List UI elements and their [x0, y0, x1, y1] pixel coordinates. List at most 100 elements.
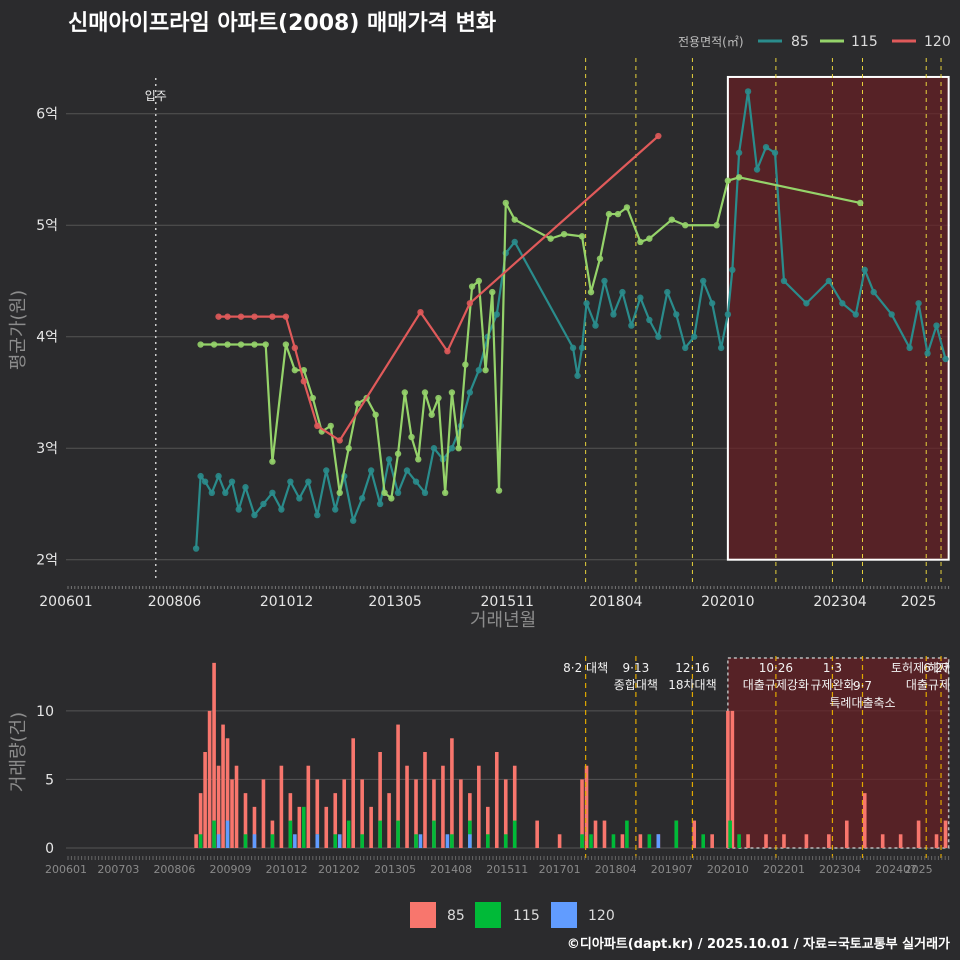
- price-point-115: [327, 422, 334, 430]
- price-point-115: [502, 199, 509, 207]
- price-point-85: [403, 467, 411, 474]
- volume-x-tick-label: 200909: [210, 863, 252, 876]
- policy-annotation: 1·3: [823, 661, 842, 675]
- price-point-85: [646, 316, 653, 324]
- volume-bar-85: [580, 779, 584, 848]
- price-x-tick-label: 202010: [701, 594, 754, 610]
- volume-bar-115: [432, 820, 436, 848]
- price-point-85: [628, 322, 635, 329]
- volume-bar-85: [351, 738, 355, 848]
- volume-bar-85: [360, 779, 364, 848]
- price-point-85: [260, 500, 267, 508]
- price-point-115: [462, 361, 469, 368]
- volume-bar-85: [503, 779, 508, 848]
- volume-bar-85: [378, 752, 382, 848]
- volume-bar-85: [726, 710, 730, 848]
- policy-annotation: 9·13: [623, 661, 650, 675]
- volume-bar-85: [297, 806, 302, 848]
- price-x-tick-label: 202304: [813, 594, 867, 610]
- volume-bar-85: [764, 834, 768, 848]
- volume-bar-85: [710, 834, 714, 848]
- price-point-85: [569, 344, 577, 352]
- price-point-115: [623, 204, 631, 211]
- price-point-85: [852, 311, 859, 318]
- price-y-axis-title: 평균가(원): [8, 290, 29, 370]
- price-point-85: [296, 495, 303, 502]
- price-point-115: [354, 400, 361, 407]
- price-point-85: [349, 517, 357, 524]
- price-point-115: [578, 233, 586, 240]
- volume-y-axis-title: 거래량(건): [8, 712, 29, 792]
- price-point-85: [251, 511, 258, 519]
- price-point-85: [269, 489, 276, 497]
- volume-bar-85: [243, 793, 248, 848]
- volume-bar-85: [342, 779, 347, 848]
- price-point-115: [388, 495, 395, 502]
- volume-x-tick-label: 200806: [153, 863, 195, 876]
- volume-bar-85: [898, 834, 903, 848]
- volume-x-tick-label: 201305: [374, 863, 416, 876]
- volume-bar-115: [486, 834, 490, 848]
- volume-bar-85: [584, 765, 589, 848]
- price-x-tick-label: 200601: [39, 594, 92, 610]
- price-point-115: [415, 456, 422, 463]
- price-point-85: [803, 300, 810, 307]
- price-point-115: [489, 288, 496, 296]
- volume-x-tick-label: 202010: [707, 863, 749, 876]
- volume-bar-115: [580, 834, 584, 848]
- volume-bar-115: [243, 834, 248, 848]
- volume-bar-85: [880, 834, 885, 848]
- volume-bar-115: [589, 834, 593, 848]
- volume-bar-85: [459, 779, 463, 848]
- price-point-85: [592, 322, 599, 329]
- price-point-115: [724, 177, 732, 184]
- volume-y-tick-label: 10: [36, 704, 54, 720]
- price-point-85: [825, 277, 833, 285]
- price-point-85: [385, 456, 393, 463]
- price-plot: 2억 3억 4억 5억 6억 입주 200601 200806 201012 201305 2015…: [36, 58, 950, 610]
- price-point-120: [417, 308, 424, 316]
- price-line-85: [195, 90, 947, 549]
- volume-bar-115: [302, 806, 306, 848]
- price-y-tick-label: 4억: [36, 330, 58, 346]
- price-point-115: [682, 222, 689, 229]
- price-point-85: [744, 88, 752, 95]
- price-point-85: [493, 311, 500, 318]
- price-point-115: [291, 366, 299, 374]
- volume-bar-85: [396, 724, 400, 848]
- price-point-85: [222, 489, 229, 497]
- price-point-115: [495, 487, 503, 494]
- volume-bar-85: [423, 752, 427, 848]
- volume-bar-85: [512, 765, 517, 848]
- price-point-85: [673, 311, 680, 318]
- price-point-85: [511, 238, 518, 246]
- price-point-120: [300, 378, 308, 385]
- price-point-85: [583, 300, 590, 307]
- volume-bar-85: [602, 820, 607, 848]
- volume-bar-85: [369, 806, 373, 848]
- price-point-115: [637, 238, 644, 246]
- policy-annotation: 10·26: [759, 661, 793, 675]
- price-x-tick-label: 2025: [901, 594, 937, 610]
- volume-bar-120: [252, 834, 257, 848]
- price-point-85: [924, 350, 931, 357]
- price-point-115: [237, 341, 245, 348]
- volume-x-tick-label: 202304: [819, 863, 861, 876]
- price-point-115: [596, 255, 604, 262]
- volume-plot: 0 5 10 8·2 대책 9·13 종합대책 12·16 18차대책 10·26 대출규제강화 1…: [36, 656, 950, 876]
- price-point-85: [475, 366, 483, 374]
- price-point-115: [668, 216, 675, 223]
- volume-bar-115: [288, 820, 293, 848]
- price-point-85: [780, 277, 788, 285]
- price-point-85: [448, 445, 456, 452]
- volume-bar-120: [293, 834, 297, 848]
- price-point-115: [435, 394, 442, 402]
- volume-x-tick-label: 201408: [430, 863, 472, 876]
- price-point-85: [208, 489, 216, 497]
- price-point-85: [610, 311, 617, 318]
- price-point-115: [441, 489, 449, 497]
- price-point-85: [717, 344, 725, 352]
- price-point-115: [251, 341, 258, 348]
- volume-bar-85: [441, 765, 445, 848]
